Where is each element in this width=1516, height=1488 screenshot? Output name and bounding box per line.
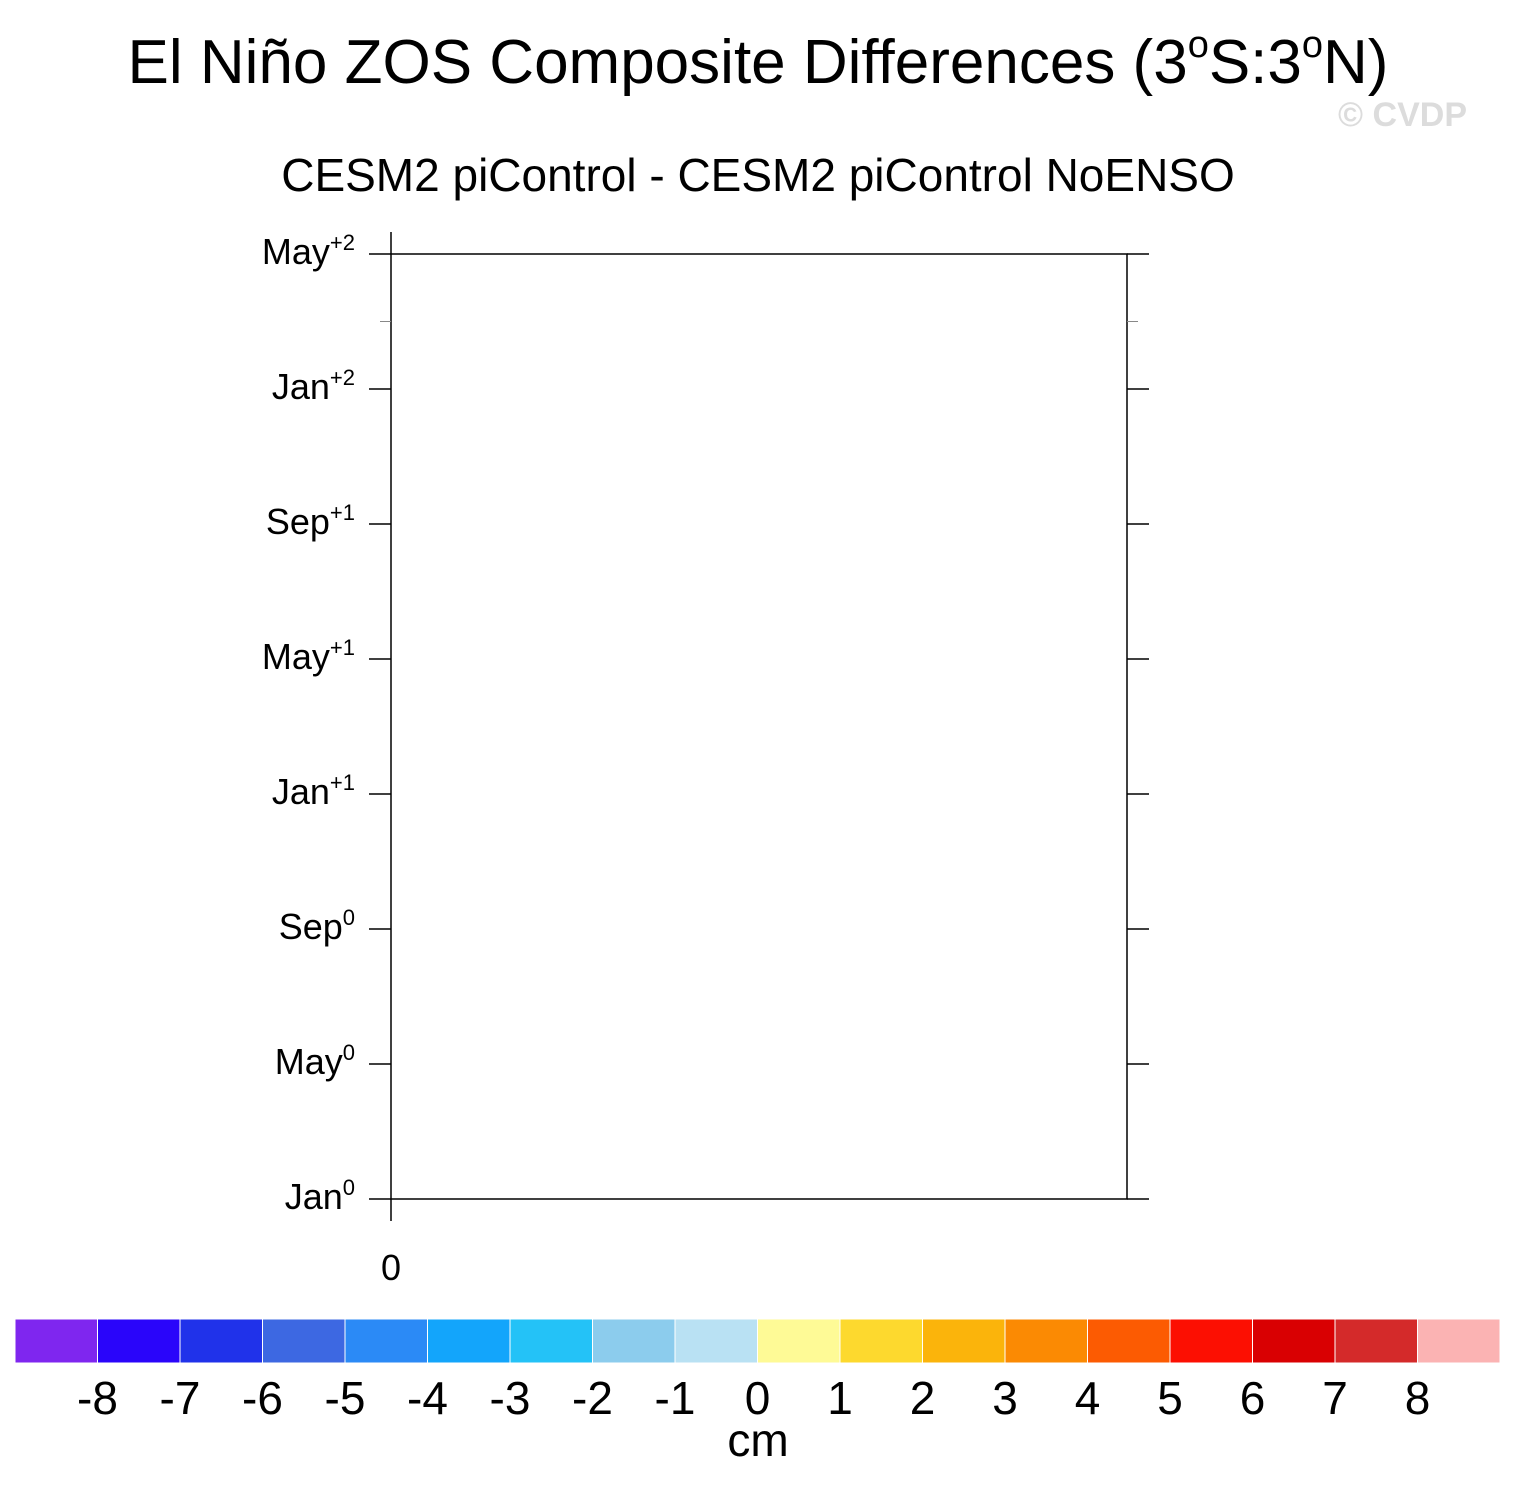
colorbar-tick-label: 1 [827, 1372, 853, 1424]
colorbar-units-label: cm [727, 1414, 788, 1466]
colorbar-swatch [344, 1318, 428, 1364]
colorbar-tick-label: -1 [655, 1372, 696, 1424]
colorbar-tick-label: -3 [490, 1372, 531, 1424]
colorbar-swatch [922, 1318, 1006, 1364]
colorbar-tick-label: -4 [407, 1372, 448, 1424]
colorbar-swatch [674, 1318, 758, 1364]
colorbar-swatch [1169, 1318, 1253, 1364]
y-tick-label: Sep0 [279, 905, 355, 947]
chart-title: El Niño ZOS Composite Differences (3oS:3… [127, 24, 1389, 97]
y-axis-labels: Jan0 May0 Sep0 Jan+1 May+1 Sep+1 Jan+2 May+2 [262, 230, 355, 1217]
colorbar-tick-label: -6 [242, 1372, 283, 1424]
y-tick-label: May0 [275, 1040, 355, 1082]
y-tick-label: Jan+2 [272, 365, 355, 407]
x-axis-labels: 0 [381, 1247, 401, 1288]
colorbar-tick-label: 4 [1075, 1372, 1101, 1424]
colorbar-labels: -8 -7 -6 -5 -4 -3 -2 -1 0 1 2 3 4 5 6 7 8 [77, 1372, 1430, 1424]
colorbar [14, 1318, 1501, 1364]
colorbar-tick-label: 0 [745, 1372, 771, 1424]
colorbar-tick-label: 2 [910, 1372, 936, 1424]
y-tick-label: May+2 [262, 230, 355, 272]
colorbar-swatch [1417, 1318, 1501, 1364]
colorbar-swatch [757, 1318, 841, 1364]
colorbar-swatch [1334, 1318, 1418, 1364]
colorbar-tick-label: 8 [1405, 1372, 1431, 1424]
chart-subtitle: CESM2 piControl - CESM2 piControl NoENSO [281, 149, 1235, 201]
colorbar-tick-label: 3 [992, 1372, 1018, 1424]
colorbar-swatch [97, 1318, 181, 1364]
y-tick-label: Sep+1 [266, 500, 355, 542]
colorbar-swatch [14, 1318, 98, 1364]
colorbar-tick-label: -7 [160, 1372, 201, 1424]
axis-ticks [369, 232, 1149, 1221]
colorbar-tick-label: -5 [325, 1372, 366, 1424]
colorbar-swatch [427, 1318, 511, 1364]
colorbar-swatch [1004, 1318, 1088, 1364]
colorbar-swatch [1252, 1318, 1336, 1364]
y-tick-label: Jan0 [285, 1175, 355, 1217]
x-tick-label: 0 [381, 1247, 401, 1288]
colorbar-swatch [1087, 1318, 1171, 1364]
colorbar-swatch [509, 1318, 593, 1364]
colorbar-swatch [592, 1318, 676, 1364]
colorbar-tick-label: 6 [1240, 1372, 1266, 1424]
y-tick-label: May+1 [262, 635, 355, 677]
cvdp-watermark: © CVDP [1338, 96, 1467, 134]
colorbar-swatch [839, 1318, 923, 1364]
colorbar-tick-label: 5 [1157, 1372, 1183, 1424]
colorbar-swatch [262, 1318, 346, 1364]
colorbar-tick-label: -2 [572, 1372, 613, 1424]
colorbar-swatch [179, 1318, 263, 1364]
plot-frame [390, 253, 1128, 1200]
colorbar-tick-label: 7 [1322, 1372, 1348, 1424]
colorbar-tick-label: -8 [77, 1372, 118, 1424]
y-tick-label: Jan+1 [272, 770, 355, 812]
